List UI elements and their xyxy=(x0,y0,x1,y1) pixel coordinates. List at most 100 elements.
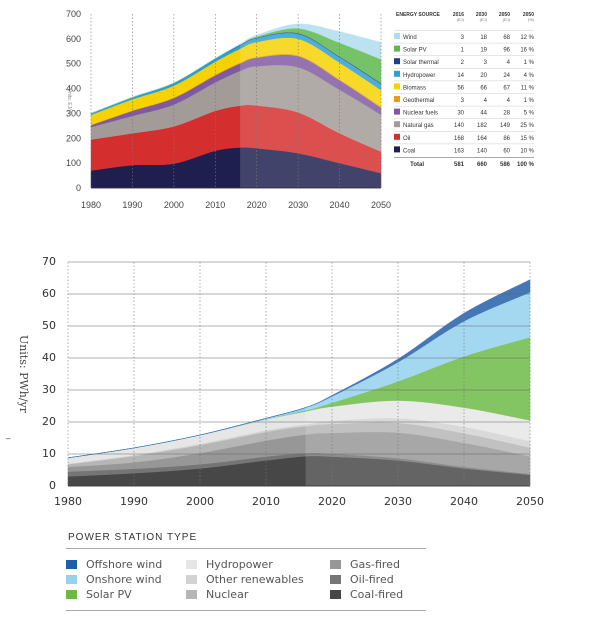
table-cell: Natural gas xyxy=(403,123,434,129)
table-cell: 4 xyxy=(484,98,488,104)
table-cell: 86 xyxy=(503,136,510,142)
legend-swatch xyxy=(330,575,341,584)
table-cell: 28 xyxy=(503,111,510,117)
table-header-4: 2050 xyxy=(523,12,534,18)
legend-item-coal-fired: Coal-fired xyxy=(330,587,403,602)
table-swatch-natural-gas xyxy=(394,121,400,128)
y-tick-600: 600 xyxy=(66,34,81,44)
y-tick-700: 700 xyxy=(66,9,81,19)
legend-title: POWER STATION TYPE xyxy=(68,532,198,543)
table-cell: 44 xyxy=(480,111,487,117)
table-unit-1: (EJ) xyxy=(457,17,465,22)
table-row: Oil 168 164 86 15 % xyxy=(394,131,535,142)
table-cell: 3 xyxy=(484,60,488,66)
x-tick-2020: 2020 xyxy=(318,495,346,508)
table-cell: Hydropower xyxy=(403,73,435,79)
y-tick-200: 200 xyxy=(66,133,81,143)
x-tick-2000: 2000 xyxy=(186,495,214,508)
legend-item-nuclear: Nuclear xyxy=(186,587,304,602)
x-tick-1980: 1980 xyxy=(54,495,82,508)
table-swatch-coal xyxy=(394,146,400,153)
table-cell: 2 xyxy=(461,60,465,66)
x-tick-2010: 2010 xyxy=(205,200,225,210)
table-cell: 66 xyxy=(480,85,487,91)
table-cell: 4 xyxy=(507,60,511,66)
legend-label: Hydropower xyxy=(206,558,273,571)
table-cell: 56 xyxy=(457,85,464,91)
table-cell: Oil xyxy=(403,136,410,142)
legend-column: Hydropower Other renewables Nuclear xyxy=(186,557,304,602)
table-cell: 14 xyxy=(457,73,464,79)
area-offshore-wind xyxy=(67,279,531,458)
x-tick-2000: 2000 xyxy=(164,200,184,210)
table-unit-2: (EJ) xyxy=(480,17,488,22)
legend-item-other-renewables: Other renewables xyxy=(186,572,304,587)
forecast-shade xyxy=(305,262,530,486)
legend-bottom-divider xyxy=(66,610,426,611)
y-axis-label: Units: EJ/yr xyxy=(66,88,72,114)
table-cell: 25 % xyxy=(520,123,534,129)
table-cell: 10 % xyxy=(520,148,534,154)
legend-swatch xyxy=(66,575,77,584)
y-tick-70: 70 xyxy=(42,255,56,268)
table-cell: 1 xyxy=(461,48,465,54)
table-cell: 182 xyxy=(477,123,488,129)
legend-label: Nuclear xyxy=(206,588,249,601)
table-cell: 67 xyxy=(503,85,510,91)
y-tick-20: 20 xyxy=(42,415,56,428)
table-total-cell: 660 xyxy=(477,162,488,168)
table-cell: 4 % xyxy=(524,73,535,79)
table-row: Wind 3 18 68 12 % xyxy=(394,30,535,41)
legend-swatch xyxy=(186,590,197,599)
table-cell: 12 % xyxy=(520,35,534,41)
legend-swatch xyxy=(330,560,341,569)
legend-column: Offshore wind Onshore wind Solar PV xyxy=(66,557,162,602)
chart-energy-supply: 1980 1990 2000 2010 2020 2030 2040 205001002003… xyxy=(66,9,535,210)
table-cell: 3 xyxy=(461,35,465,41)
table-unit-4: (%) xyxy=(528,17,535,22)
y-tick-60: 60 xyxy=(42,287,56,300)
legend-column: Gas-fired Oil-fired Coal-fired xyxy=(330,557,403,602)
x-tick-2030: 2030 xyxy=(384,495,412,508)
table-cell: 5 % xyxy=(524,111,535,117)
table-cell: 140 xyxy=(477,148,488,154)
table-cell: 24 xyxy=(503,73,510,79)
y-tick-50: 50 xyxy=(42,319,56,332)
y-tick-0: 0 xyxy=(76,183,81,193)
table-row: Geothermal 3 4 4 1 % xyxy=(394,93,535,104)
table-cell: Biomass xyxy=(403,85,426,91)
legend-item-solar-pv: Solar PV xyxy=(66,587,162,602)
table-total-cell: 100 % xyxy=(517,162,535,168)
table-cell: 11 % xyxy=(521,85,535,91)
table-cell: 149 xyxy=(500,123,511,129)
table-cell: 20 xyxy=(480,73,487,79)
table-cell: 18 xyxy=(480,35,487,41)
forecast-shade xyxy=(240,14,381,188)
area-wind xyxy=(90,23,382,114)
table-cell: 19 xyxy=(480,48,487,54)
legend-label: Gas-fired xyxy=(350,558,400,571)
x-tick-1980: 1980 xyxy=(81,200,101,210)
x-tick-2050: 2050 xyxy=(371,200,391,210)
table-cell: 60 xyxy=(503,148,510,154)
x-tick-1990: 1990 xyxy=(122,200,142,210)
x-tick-2040: 2040 xyxy=(450,495,478,508)
table-swatch-nuclear-fuels xyxy=(394,108,400,115)
legend-swatch xyxy=(330,590,341,599)
table-cell: Solar thermal xyxy=(403,60,439,66)
x-tick-2040: 2040 xyxy=(330,200,350,210)
table-cell: 1 % xyxy=(524,60,535,66)
table-cell: 68 xyxy=(503,35,510,41)
table-swatch-solar-thermal xyxy=(394,58,400,65)
x-tick-1990: 1990 xyxy=(120,495,148,508)
table-cell: 16 % xyxy=(520,48,534,54)
y-tick-40: 40 xyxy=(42,351,56,364)
table-header-3: 2050 xyxy=(499,12,510,18)
table-header-2: 2030 xyxy=(476,12,487,18)
y-tick-30: 30 xyxy=(42,383,56,396)
legend-swatch xyxy=(186,575,197,584)
x-tick-2030: 2030 xyxy=(288,200,308,210)
legend-label: Oil-fired xyxy=(350,573,394,586)
table-cell: 163 xyxy=(454,148,465,154)
